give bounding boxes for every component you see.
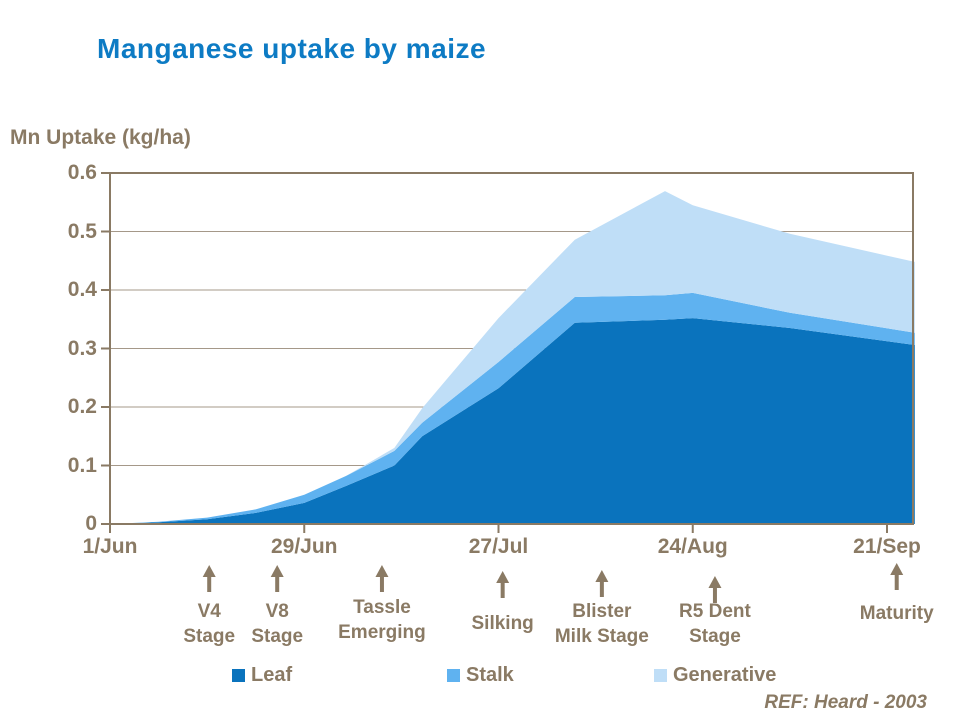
- up-arrow-icon: [595, 570, 609, 582]
- stage-label-tassle-emerging: Tassle Emerging: [338, 597, 426, 643]
- legend-swatch-icon: [447, 669, 460, 682]
- reference-citation: REF: Heard - 2003: [764, 692, 927, 713]
- y-tick-label: 0.6: [67, 161, 97, 184]
- y-tick-label: 0.4: [67, 278, 97, 301]
- stage-label-blister-milk-stage: Blister Milk Stage: [554, 601, 649, 647]
- stage-label-v8-stage: V8 Stage: [251, 601, 304, 647]
- y-tick-label: 0.5: [67, 219, 97, 243]
- x-tick-label: 27/Jul: [468, 535, 529, 558]
- page-title: Manganese uptake by maize: [97, 33, 487, 64]
- up-arrow-icon: [270, 565, 284, 577]
- x-tick-label: 29/Jun: [270, 535, 338, 558]
- legend-swatch-icon: [232, 669, 245, 682]
- legend-label: Leaf: [251, 664, 293, 686]
- stage-label-r5-dent-stage: R5 Dent Stage: [679, 601, 751, 647]
- up-arrow-icon: [375, 565, 389, 577]
- x-tick-label: 1/Jun: [82, 535, 138, 558]
- up-arrow-icon: [708, 576, 722, 588]
- area-leaf: [110, 318, 915, 524]
- x-tick-label: 24/Aug: [657, 535, 728, 558]
- y-axis-title: Mn Uptake (kg/ha): [10, 126, 191, 149]
- legend-item-stalk: Stalk: [447, 664, 514, 687]
- y-tick-label: 0.2: [67, 395, 97, 418]
- stage-label-v4-stage: V4 Stage: [183, 601, 236, 647]
- stage-label-maturity: Maturity: [859, 603, 934, 624]
- legend-label: Stalk: [466, 664, 514, 686]
- y-tick-label: 0: [85, 512, 97, 535]
- y-tick-label: 0.3: [67, 336, 97, 360]
- legend-swatch-icon: [654, 669, 667, 682]
- y-tick-label: 0.1: [67, 453, 97, 477]
- legend-item-generative: Generative: [654, 664, 776, 687]
- stage-label-silking: Silking: [471, 613, 534, 634]
- legend-label: Generative: [673, 664, 777, 686]
- up-arrow-icon: [890, 563, 904, 575]
- up-arrow-icon: [202, 565, 216, 577]
- x-tick-label: 21/Sep: [853, 535, 921, 558]
- area-generative: [110, 191, 915, 524]
- legend-item-leaf: Leaf: [232, 664, 292, 687]
- up-arrow-icon: [496, 571, 510, 583]
